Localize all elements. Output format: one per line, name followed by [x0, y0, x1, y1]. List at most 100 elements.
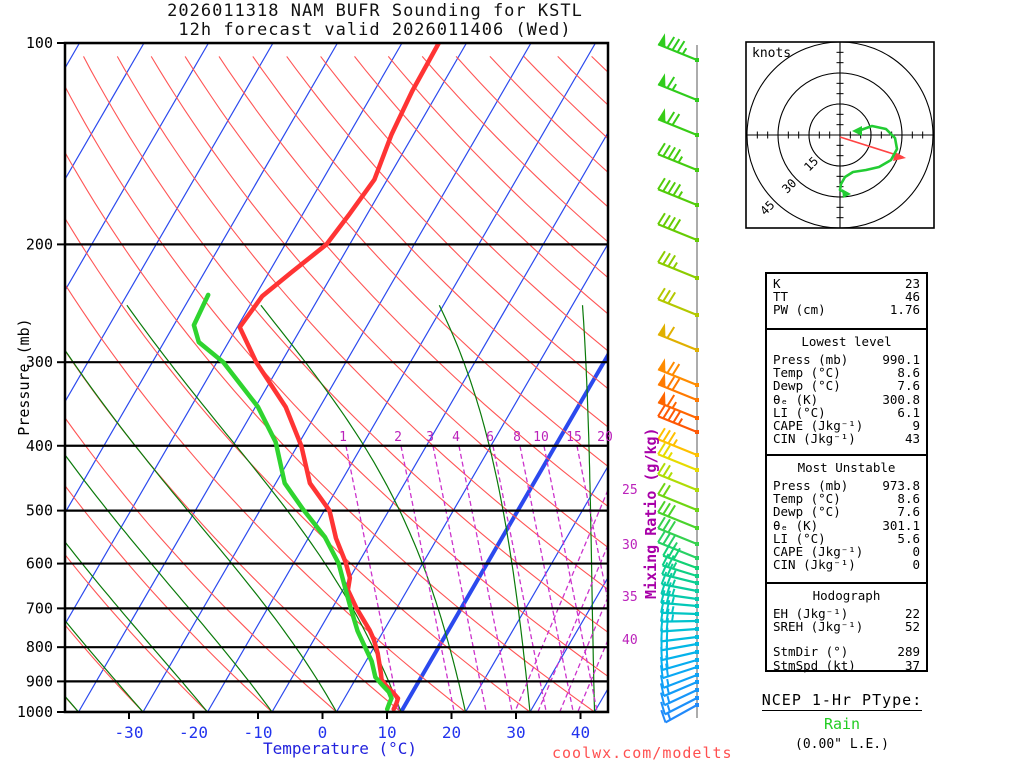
dry-adiabat-line	[320, 56, 608, 352]
wind-barb-halffeather	[671, 570, 677, 578]
wind-barb-feather	[660, 709, 667, 723]
wind-barb-feather	[662, 444, 671, 457]
wind-barb-flag	[658, 391, 666, 406]
stat-lowest-value: 6.1	[897, 404, 920, 420]
temperature-tick-label: 0	[318, 723, 328, 742]
wind-barb	[660, 688, 699, 707]
wind-barb	[657, 482, 699, 512]
wind-barb-feather	[660, 692, 666, 706]
mixing-ratio-line	[514, 489, 608, 712]
mixing-ratio-label: 30	[622, 538, 638, 553]
stat-mu-value: 8.6	[897, 491, 920, 507]
wind-barb-base-dot	[695, 203, 699, 207]
wind-barb-feather	[657, 287, 666, 300]
wind-barb-feather	[667, 408, 676, 421]
wind-barb-flag	[658, 358, 666, 373]
dry-adiabat-line	[184, 56, 608, 508]
wind-barb	[657, 142, 699, 172]
wind-barb	[657, 442, 699, 472]
stat-index-row: TT 46	[773, 290, 920, 303]
wind-barb-feather	[660, 599, 665, 613]
wind-barb-shaft	[664, 704, 698, 724]
wind-barb-base-dot	[695, 488, 699, 492]
dry-adiabat-line	[0, 56, 14, 712]
stat-hodo-value: 22	[904, 606, 920, 621]
wind-barb-feather	[660, 571, 668, 585]
isotherm-line	[529, 576, 608, 712]
wind-barb-halffeather	[671, 614, 675, 622]
wind-barb-halffeather	[672, 561, 678, 570]
wind-barb-feather	[660, 701, 666, 715]
wind-barb-base-dot	[695, 398, 699, 402]
stat-lowest-label: CAPE (Jkg⁻¹)	[773, 418, 864, 434]
isotherm-line	[271, 131, 608, 712]
wind-barb-feather	[667, 291, 676, 304]
dry-adiabat-line	[65, 283, 466, 712]
stat-index-label: K	[773, 276, 781, 291]
wind-barb-feather	[659, 674, 665, 689]
wind-barb	[660, 581, 699, 601]
wind-barb-shaft	[657, 511, 698, 530]
temperature-tick-label: 20	[442, 723, 461, 742]
wind-barb-feather	[667, 146, 676, 159]
wind-barb-halffeather	[671, 588, 676, 596]
wind-barb	[660, 590, 699, 608]
wind-barb-base-dot	[695, 574, 699, 578]
mixing-ratio-label: 15	[566, 430, 582, 445]
wind-barb-feather	[672, 410, 682, 423]
stat-mu-row: LI (°C) 5.6	[773, 532, 920, 545]
wind-barb-shaft	[657, 261, 698, 280]
temperature-tick-label: -10	[244, 723, 273, 742]
wind-barb-base-dot	[695, 604, 699, 608]
stat-lowest-row: Dewp (°C) 7.6	[773, 379, 920, 392]
mixing-ratio-line	[400, 445, 455, 712]
wind-barb-feather	[665, 663, 669, 677]
wind-barb	[657, 373, 699, 402]
wind-barb	[657, 516, 699, 546]
wind-barb-shaft	[657, 415, 698, 434]
moist-adiabat-line	[438, 304, 531, 712]
temperature-tick-label: -30	[115, 723, 144, 742]
dry-adiabat-line	[252, 56, 608, 428]
wind-barb-feather	[660, 590, 666, 604]
wind-barb-feather	[666, 563, 674, 577]
wind-barb-halffeather	[671, 401, 677, 409]
stat-lowest-value: 7.6	[897, 378, 920, 394]
mixing-ratio-label: 20	[597, 430, 613, 445]
wind-barb-base-dot	[695, 508, 699, 512]
stat-lowest-label: CIN (Jkg⁻¹)	[773, 431, 856, 447]
wind-barb-base-dot	[695, 468, 699, 472]
wind-barb-halffeather	[677, 156, 684, 164]
dry-adiabat-line	[455, 56, 608, 208]
moist-adiabat-line	[260, 304, 467, 712]
chart-title: 2026011318 NAM BUFR Sounding for KSTL 12…	[0, 2, 750, 40]
stat-mu-row: Dewp (°C) 7.6	[773, 505, 920, 518]
wind-barb-base-dot	[695, 416, 699, 420]
stat-lowest-row: θₑ (K) 300.8	[773, 392, 920, 405]
hodograph-units-label: knots	[752, 46, 792, 61]
wind-barb-halffeather	[671, 606, 675, 614]
wind-barb-feather	[667, 504, 676, 517]
stat-hodo-value: 289	[897, 644, 920, 660]
dry-adiabat-line	[387, 56, 608, 279]
wind-barb-base-dot	[695, 276, 699, 280]
wind-barb	[659, 680, 699, 698]
temperature-tick-label: 10	[377, 723, 396, 742]
stat-hodo-label: StmSpd (kt)	[773, 657, 856, 673]
wind-barb	[657, 404, 699, 434]
wind-barb-halffeather	[667, 712, 672, 721]
wind-barb-feather	[657, 404, 666, 417]
moist-adiabat-line	[65, 349, 338, 712]
wind-barb-feather	[666, 361, 676, 374]
stat-mu-value: 0	[912, 557, 920, 573]
temperature-tick-label: 40	[571, 723, 590, 742]
mixing-ratio-line	[559, 596, 608, 712]
dry-adiabat-line	[421, 56, 608, 243]
dry-adiabat-line	[65, 484, 273, 712]
stat-hodo-value: 52	[904, 619, 920, 635]
wind-barb	[657, 212, 699, 242]
wind-barb-feather	[657, 442, 666, 455]
wind-barb-feather	[665, 600, 671, 614]
temperature-tick-label: -20	[179, 723, 208, 742]
